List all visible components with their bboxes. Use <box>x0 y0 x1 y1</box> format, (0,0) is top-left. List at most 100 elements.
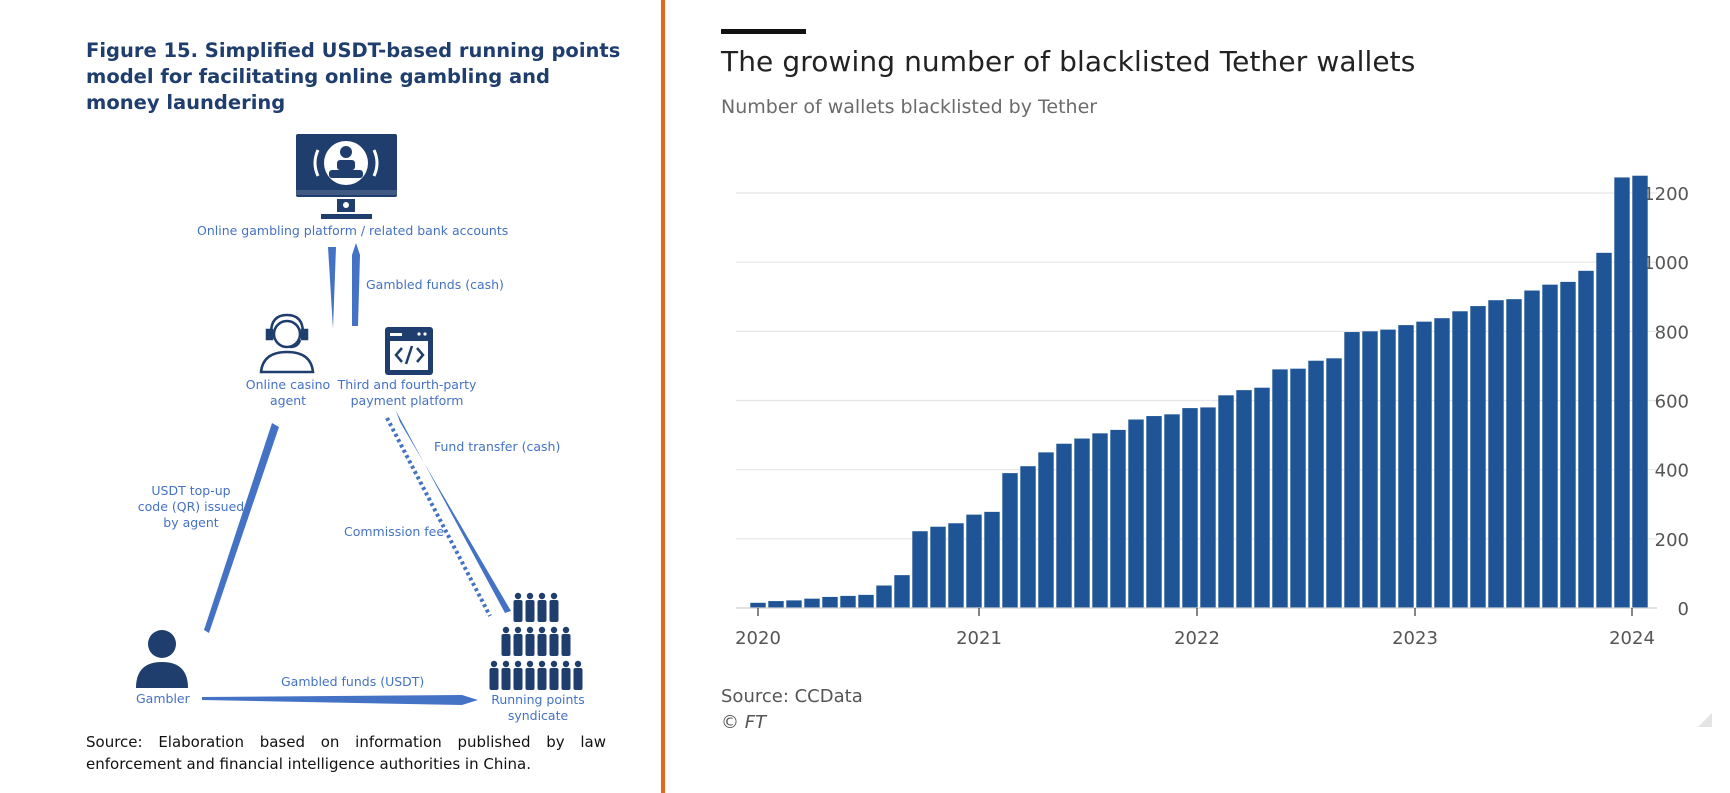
bar <box>1380 329 1396 608</box>
crowd-person-head <box>514 660 522 668</box>
x-tick-label: 2023 <box>1392 628 1438 649</box>
bar <box>1488 300 1504 608</box>
user-gambler-icon <box>136 630 188 688</box>
crowd-person-body <box>525 668 535 690</box>
crowd-syndicate-icon <box>489 592 583 690</box>
bar <box>750 602 766 608</box>
chart-subtitle: Number of wallets blacklisted by Tether <box>721 96 1098 118</box>
diagram-graphics <box>136 134 583 705</box>
crowd-person-head <box>562 626 570 634</box>
bar <box>1560 281 1576 608</box>
bar <box>786 600 802 608</box>
bar <box>1182 408 1198 608</box>
bar <box>1254 387 1270 608</box>
node-platform-label: Online gambling platform / related bank … <box>197 223 509 238</box>
monitor-icon <box>296 134 397 219</box>
y-tick-label: 800 <box>1655 322 1689 343</box>
chart-title: The growing number of blacklisted Tether… <box>721 45 1416 78</box>
crowd-person-body <box>525 600 535 622</box>
node-gambler-label: Gambler <box>136 691 190 706</box>
bar <box>984 511 1000 608</box>
bar <box>1452 311 1468 608</box>
bar <box>1110 429 1126 608</box>
bar <box>912 531 928 608</box>
bar <box>1614 177 1630 608</box>
bar <box>1290 368 1306 608</box>
crowd-person-head <box>502 660 510 668</box>
bar <box>1146 416 1162 608</box>
bar <box>1128 419 1144 608</box>
edge-gambled-cash-label: Gambled funds (cash) <box>366 277 504 292</box>
y-tick-label: 600 <box>1655 392 1689 413</box>
bar <box>840 595 856 608</box>
bar-chart: 0 200 400 600 800 1000 1200 2020 2021 2022 2023 202… <box>735 175 1689 649</box>
bar <box>966 514 982 609</box>
bar <box>1416 321 1432 608</box>
bar <box>876 585 892 608</box>
panel-divider <box>661 0 665 793</box>
bar <box>948 523 964 608</box>
headset-agent-icon <box>259 313 315 374</box>
crowd-person-head <box>526 626 534 634</box>
arrow-up-to-platform <box>352 243 360 326</box>
ft-chart-panel: The growing number of blacklisted Tether… <box>666 0 1730 793</box>
bar <box>1218 395 1234 608</box>
crowd-person-head <box>538 660 546 668</box>
bar <box>1272 369 1288 609</box>
crowd-person-head <box>526 592 534 600</box>
y-tick-label: 200 <box>1655 530 1689 551</box>
figure-title: Figure 15. Simplified USDT-based running… <box>86 39 621 114</box>
arrow-fund-transfer <box>396 411 511 613</box>
crowd-person-head <box>514 592 522 600</box>
bar <box>1164 414 1180 608</box>
crowd-person-body <box>537 634 547 656</box>
bar <box>1524 290 1540 608</box>
arrow-commission-fee <box>385 417 492 617</box>
crowd-person-body <box>525 634 535 656</box>
arrow-down-to-payment <box>328 247 336 329</box>
crowd-person-body <box>549 668 559 690</box>
bar <box>1344 332 1360 608</box>
node-agent-label: Online casino agent <box>245 377 331 408</box>
bar <box>930 526 946 608</box>
x-tick-label: 2021 <box>956 628 1002 649</box>
crowd-person-head <box>562 660 570 668</box>
node-payment-label: Third and fourth-party payment platform <box>337 377 477 408</box>
bar <box>1578 270 1594 608</box>
bar <box>1542 284 1558 608</box>
crowd-person-body <box>513 600 523 622</box>
bar <box>1074 438 1090 608</box>
bar <box>1038 452 1054 609</box>
arrow-usdt-topup <box>204 423 279 633</box>
node-syndicate-label: Running points syndicate <box>491 692 585 723</box>
title-accent-bar <box>721 29 806 34</box>
y-tick-label: 0 <box>1678 599 1689 620</box>
x-tick-label: 2024 <box>1609 628 1655 649</box>
bar <box>1020 466 1036 608</box>
bar <box>894 575 910 608</box>
crowd-person-body <box>549 634 559 656</box>
bar <box>1632 175 1648 608</box>
crowd-person-head <box>526 660 534 668</box>
bar <box>1398 325 1414 608</box>
crowd-person-body <box>537 600 547 622</box>
bar <box>858 594 874 608</box>
resize-grip-icon[interactable] <box>1698 713 1712 727</box>
y-tick-label: 400 <box>1655 461 1689 482</box>
edge-commission-label: Commission fee <box>344 524 445 539</box>
chart-source: Source: CCData <box>721 686 863 707</box>
x-tick-label: 2022 <box>1174 628 1220 649</box>
y-tick-label: 1000 <box>1643 253 1689 274</box>
bar <box>1596 252 1612 608</box>
bar <box>1056 443 1072 608</box>
bar <box>1200 407 1216 608</box>
crowd-person-head <box>490 660 498 668</box>
bar <box>1326 358 1342 608</box>
crowd-person-head <box>502 626 510 634</box>
left-source-note: Source: Elaboration based on information… <box>86 733 606 773</box>
crowd-person-body <box>513 634 523 656</box>
crowd-person-head <box>574 660 582 668</box>
crowd-person-head <box>538 626 546 634</box>
bar <box>822 596 838 608</box>
edge-fund-transfer-label: Fund transfer (cash) <box>434 439 561 454</box>
